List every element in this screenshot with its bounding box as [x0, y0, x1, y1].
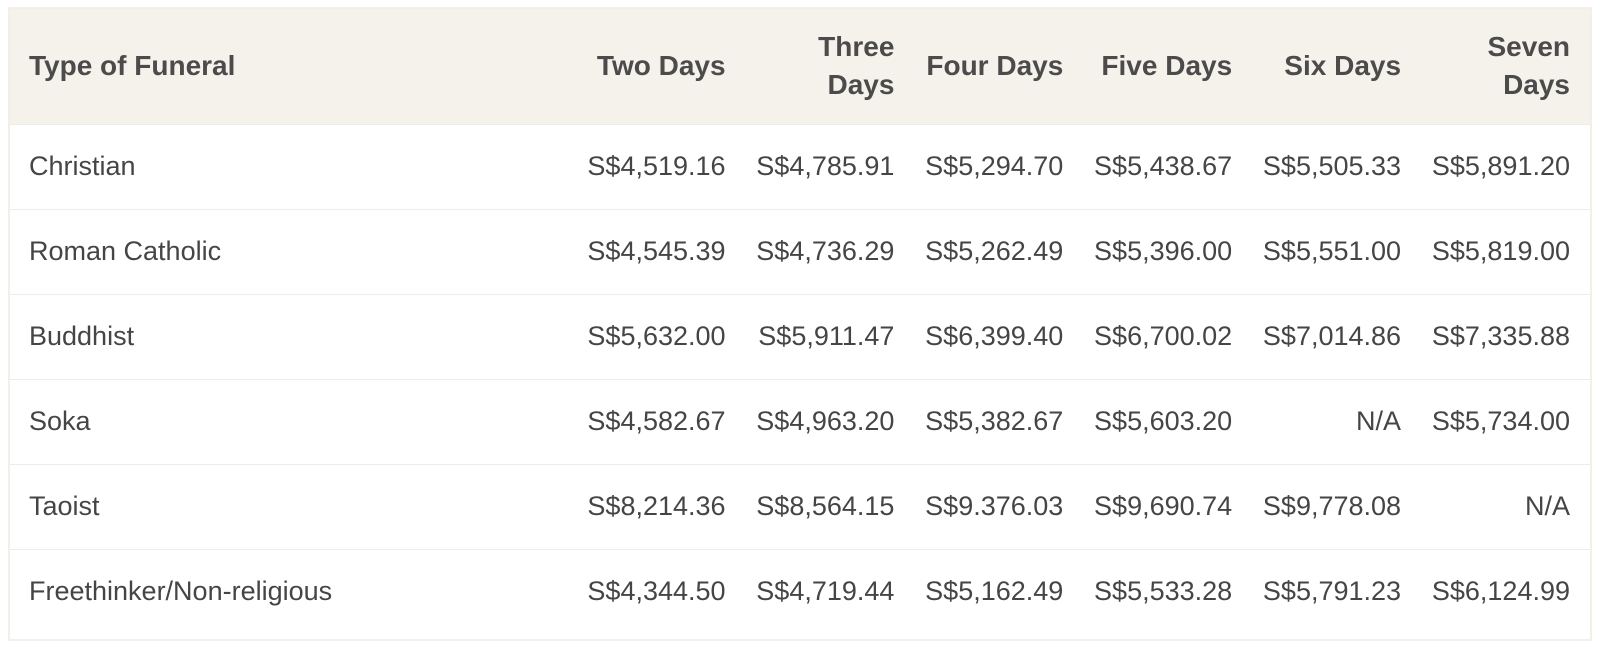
- cell-price: S$4,582.67: [587, 406, 726, 436]
- header-type-of-funeral: Type of Funeral: [29, 50, 236, 82]
- cell-funeral-type: Taoist: [29, 491, 100, 521]
- cell-price: S$5,791.23: [1262, 576, 1402, 607]
- header-seven-days: Seven Days: [1487, 31, 1571, 101]
- cell-price: S$4,719.44: [756, 576, 895, 607]
- cell-price: S$4,736.29: [756, 236, 895, 266]
- header-row: Type of Funeral Two Days Three Days Four…: [10, 9, 1590, 124]
- cell-price: S$8,214.36: [587, 491, 726, 521]
- cell-price: S$7,014.86: [1262, 321, 1402, 351]
- cell-price: S$9.376.03: [925, 491, 1064, 521]
- cell-price: N/A: [1524, 491, 1570, 521]
- header-five-days: Five Days: [1101, 50, 1233, 82]
- cell-price: S$9,778.08: [1262, 491, 1402, 521]
- cell-price: S$4,545.39: [587, 236, 726, 266]
- cell-price: S$4,344.50: [587, 576, 726, 607]
- cell-price: S$6,399.40: [925, 321, 1064, 351]
- header-six-days: Six Days: [1284, 50, 1402, 82]
- cell-price: S$5,819.00: [1431, 236, 1570, 266]
- cell-funeral-type: Soka: [29, 406, 91, 436]
- funeral-cost-table: Type of Funeral Two Days Three Days Four…: [8, 7, 1592, 641]
- cell-funeral-type: Buddhist: [29, 321, 135, 351]
- cell-price: S$4,785.91: [756, 151, 895, 181]
- table-row: Soka S$4,582.67 S$4,963.20 S$5,382.67 S$…: [10, 379, 1590, 464]
- table-body: Christian S$4,519.16 S$4,785.91 S$5,294.…: [10, 124, 1590, 634]
- cell-price: S$4,963.20: [756, 406, 895, 436]
- table-row: Taoist S$8,214.36 S$8,564.15 S$9.376.03 …: [10, 464, 1590, 549]
- cell-price: S$9,690.74: [1094, 491, 1233, 521]
- cell-price: S$5,396.00: [1094, 236, 1233, 266]
- cell-price: S$5,891.20: [1431, 151, 1570, 181]
- cell-price: S$4,519.16: [587, 151, 726, 181]
- cell-funeral-type: Christian: [29, 151, 136, 181]
- cell-price: S$5,294.70: [925, 151, 1064, 181]
- cell-price: N/A: [1356, 406, 1402, 436]
- table-row: Christian S$4,519.16 S$4,785.91 S$5,294.…: [10, 124, 1590, 209]
- table-row: Buddhist S$5,632.00 S$5,911.47 S$6,399.4…: [10, 294, 1590, 379]
- cell-price: S$5,632.00: [587, 321, 726, 351]
- cell-price: S$5,533.28: [1094, 576, 1233, 607]
- header-three-days: Three Days: [818, 31, 895, 101]
- cell-price: S$7,335.88: [1431, 321, 1570, 351]
- cell-price: S$5,438.67: [1094, 151, 1233, 181]
- cell-price: S$5,734.00: [1431, 406, 1570, 436]
- cell-price: S$5,505.33: [1262, 151, 1402, 181]
- cell-price: S$5,382.67: [925, 406, 1064, 436]
- cell-price: S$5,551.00: [1262, 236, 1402, 266]
- table-row: Freethinker/Non-religious S$4,344.50 S$4…: [10, 549, 1590, 634]
- cell-price: S$5,262.49: [925, 236, 1064, 266]
- cell-funeral-type: Roman Catholic: [29, 236, 222, 266]
- cell-price: S$6,124.99: [1431, 576, 1570, 607]
- table-header: Type of Funeral Two Days Three Days Four…: [10, 9, 1590, 124]
- cell-price: S$8,564.15: [756, 491, 895, 521]
- cost-table: Type of Funeral Two Days Three Days Four…: [10, 9, 1590, 634]
- cell-price: S$5,603.20: [1094, 406, 1233, 436]
- header-two-days: Two Days: [596, 50, 726, 82]
- cell-price: S$5,911.47: [758, 321, 895, 351]
- cell-price: S$5,162.49: [925, 576, 1064, 607]
- header-four-days: Four Days: [926, 50, 1064, 82]
- table-row: Roman Catholic S$4,545.39 S$4,736.29 S$5…: [10, 209, 1590, 294]
- cell-price: S$6,700.02: [1094, 321, 1233, 351]
- cell-funeral-type: Freethinker/Non-religious: [29, 576, 333, 607]
